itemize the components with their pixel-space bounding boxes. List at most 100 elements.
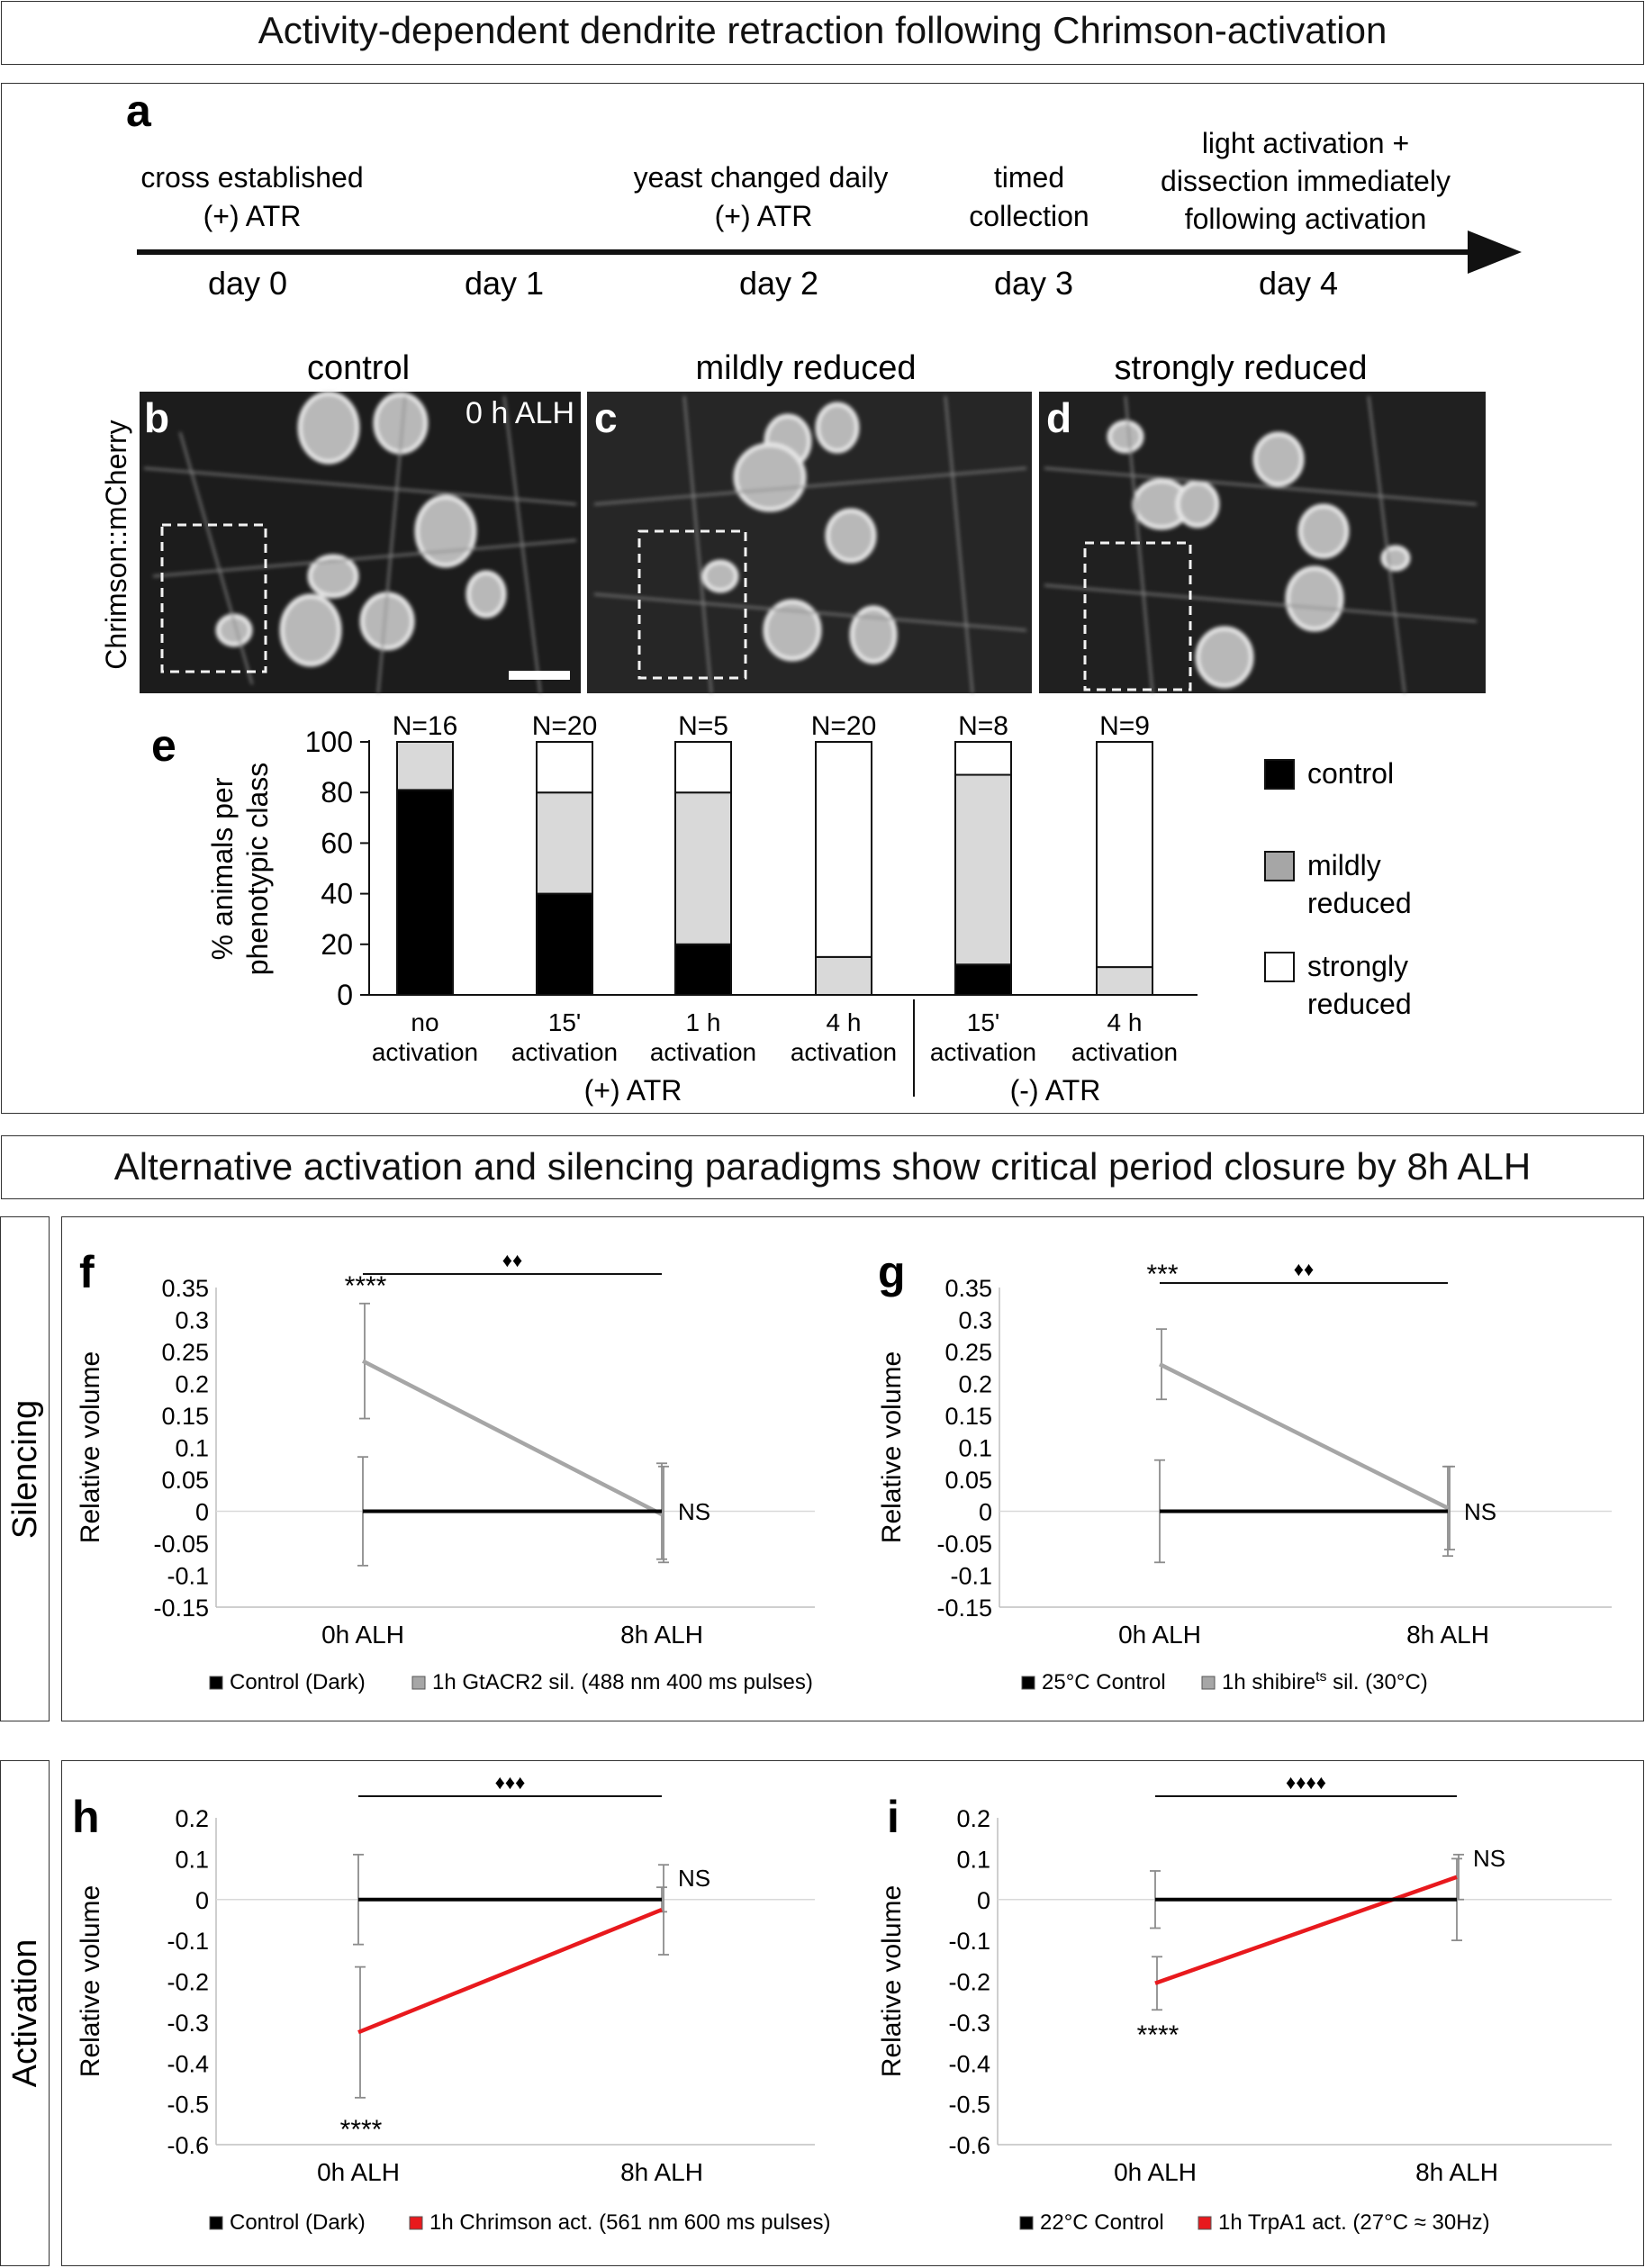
category-label-line-1: 15': [967, 1008, 1000, 1036]
roi-box-d: [1083, 541, 1192, 691]
timeline-day-2: day 2: [739, 265, 818, 302]
y-tick-label-e: 100: [305, 726, 353, 758]
legend-label-mildly-reduced: mildly: [1307, 849, 1381, 881]
legend-label-i-s0: 22°C Control: [1040, 2210, 1164, 2235]
x-category-8h-h: 8h ALH: [620, 2158, 703, 2186]
y-label-i: Relative volume: [877, 1885, 907, 2077]
legend-swatch-strongly-reduced: [1264, 952, 1295, 982]
silencing-panel-box: [61, 1216, 1644, 1721]
y-tick-label-i: -0.6: [948, 2132, 990, 2159]
micrograph-letter-c: c: [594, 394, 618, 441]
roi-box-c: [637, 529, 747, 680]
panel-letter-h: h: [72, 1792, 100, 1842]
time-label: 0 h ALH: [465, 396, 574, 430]
x-category-8h-g: 8h ALH: [1406, 1621, 1489, 1649]
chart-e: e 0 20 40 60 80 100 % animals per phenotypic cla…: [151, 711, 1412, 1107]
legend-label-f-s0: Control (Dark): [230, 1670, 366, 1694]
bar-segment-strongly-reduced: [815, 741, 872, 958]
section1-box: [1, 83, 1644, 1114]
legend-label-g-s1: 1h shibirets sil. (30°C): [1222, 1669, 1428, 1694]
y-tick-label-i: 0.1: [956, 1846, 990, 1873]
y-label-e-1: % animals per: [206, 777, 239, 960]
bar-segment-mildly-reduced: [536, 791, 593, 895]
bracket-diamonds-i: ♦♦♦♦: [1286, 1771, 1326, 1794]
y-tick-label-h: -0.1: [167, 1928, 209, 1955]
cell-body-5: [849, 605, 898, 664]
group-label-minus-atr: (-) ATR: [1010, 1074, 1101, 1107]
micrograph-title-mild: mildly reduced: [696, 349, 917, 387]
y-label-e-2: phenotypic class: [241, 763, 274, 976]
neurite-2: [945, 395, 973, 694]
category-label-line-2: activation: [511, 1038, 618, 1066]
legend-label-mildly-reduced: reduced: [1307, 887, 1412, 919]
legend-label-f-s1: 1h GtACR2 sil. (488 nm 400 ms pulses): [432, 1670, 813, 1694]
event-timed-line-2: collection: [969, 200, 1089, 232]
neurite-1: [179, 431, 253, 685]
cell-body-4: [1297, 503, 1350, 559]
x-category-0h-g: 0h ALH: [1118, 1621, 1201, 1649]
cell-body-3: [279, 593, 342, 667]
legend-swatch-f-s0: [209, 1676, 223, 1690]
silencing-side-label: Silencing: [6, 1400, 44, 1539]
significance-0h-g: ***: [1146, 1260, 1178, 1289]
bracket-diamonds-f: ♦♦: [502, 1249, 522, 1271]
activation-side-box: [0, 1760, 50, 2266]
legend-swatch-h-s0: [209, 2216, 223, 2230]
y-tick-label-g: 0.2: [958, 1371, 992, 1398]
event-yeast-line-1: yeast changed daily: [634, 161, 889, 194]
micrograph-d: d: [1039, 392, 1486, 694]
y-tick-label-g: 0.3: [958, 1307, 992, 1334]
significance-8h-h: NS: [678, 1865, 710, 1892]
bar-segment-mildly-reduced: [1096, 966, 1153, 996]
y-tick-label-i: -0.3: [948, 2010, 990, 2037]
y-tick-label-f: 0.2: [175, 1371, 209, 1398]
bracket-diamonds-g: ♦♦: [1294, 1258, 1314, 1280]
legend-swatch-i-s0: [1019, 2216, 1034, 2230]
micrograph-title-strong: strongly reduced: [1115, 349, 1368, 387]
bar-segment-control: [396, 789, 454, 997]
event-cross-line-2: (+) ATR: [203, 200, 302, 232]
group-label-plus-atr: (+) ATR: [584, 1074, 682, 1107]
neurite-3: [593, 593, 1027, 631]
y-tick-label-h: 0.1: [175, 1846, 209, 1873]
legend-swatch-g-s1: [1201, 1676, 1216, 1690]
section2-title: Alternative activation and silencing par…: [113, 1145, 1532, 1188]
y-tick-label-f: -0.05: [153, 1531, 209, 1558]
neurite-2: [1368, 395, 1405, 694]
neurite-3: [1044, 584, 1478, 622]
y-tick-label-e: 60: [321, 827, 353, 859]
significance-8h-i: NS: [1473, 1845, 1505, 1872]
legend-label-strongly-reduced: strongly: [1307, 950, 1408, 982]
cell-body-7: [215, 613, 253, 647]
legend-label-i-s1: 1h TrpA1 act. (27°C ≈ 30Hz): [1218, 2210, 1490, 2235]
significance-0h-i: ****: [1137, 2020, 1180, 2050]
x-category-0h-i: 0h ALH: [1114, 2158, 1197, 2186]
event-yeast-line-2: (+) ATR: [715, 200, 813, 232]
y-tick-label-i: -0.4: [948, 2050, 990, 2077]
y-tick-label-h: -0.2: [167, 1969, 209, 1996]
cell-body-6: [1195, 626, 1254, 689]
legend-label-main: 1h shibire: [1222, 1670, 1315, 1694]
n-label: N=9: [1099, 711, 1150, 741]
legend-swatch-i-s1: [1198, 2216, 1212, 2230]
cell-body-0: [297, 391, 360, 465]
panel-letter-f: f: [79, 1247, 95, 1297]
bar-segment-mildly-reduced: [954, 773, 1012, 966]
bracket-diamonds-h: ♦♦♦: [495, 1771, 526, 1794]
activation-side-label: Activation: [6, 1939, 44, 2088]
y-tick-label-e: 40: [321, 878, 353, 910]
y-tick-label-f: 0.15: [161, 1403, 209, 1430]
y-tick-label-e: 80: [321, 776, 353, 809]
bar-segment-strongly-reduced: [1096, 741, 1153, 969]
scale-bar: [509, 671, 570, 680]
legend-swatch-h-s1: [409, 2216, 423, 2230]
neurite-4: [152, 539, 577, 577]
cell-body-2: [733, 442, 807, 512]
legend-swatch-mildly-reduced: [1264, 851, 1295, 881]
legend-label-superscript: ts: [1315, 1669, 1326, 1685]
y-label-f: Relative volume: [76, 1351, 105, 1543]
panel-letter-e: e: [151, 720, 176, 771]
y-tick-label-f: 0.05: [161, 1467, 209, 1494]
section2-title-box: [1, 1135, 1644, 1199]
